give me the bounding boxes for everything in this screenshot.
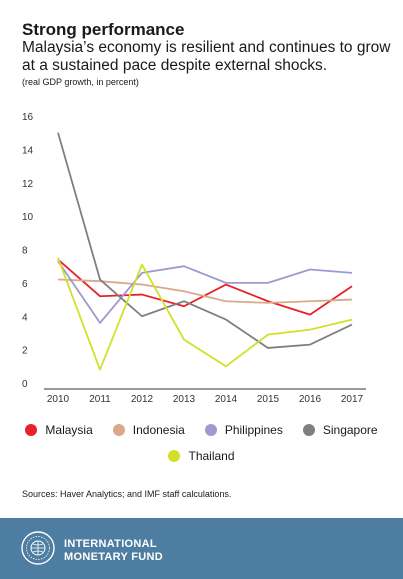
y-tick-label: 6	[22, 279, 28, 290]
series-line-thailand	[57, 257, 353, 371]
wordmark-line-1: INTERNATIONAL	[64, 538, 157, 550]
legend-swatch	[302, 424, 315, 436]
legend-swatch	[25, 424, 38, 436]
series-line-philippines	[57, 260, 353, 324]
line-chart: 0 2 4 6 8 10 12 14 16 2010 2011 2012 2013 2014 2015 201…	[22, 112, 366, 405]
y-tick-label: 14	[22, 145, 34, 156]
legend: Malaysia Indonesia Philippines Singapore Th…	[0, 420, 403, 472]
legend-label: Indonesia	[132, 423, 185, 437]
y-tick-label: 0	[22, 379, 28, 390]
y-tick-label: 2	[22, 346, 28, 357]
imf-wordmark: INTERNATIONAL MONETARY FUND	[64, 538, 163, 564]
x-tick-label: 2015	[257, 394, 280, 405]
legend-row: Malaysia Indonesia Philippines Singapore	[0, 420, 403, 440]
series-line-indonesia	[57, 278, 353, 304]
x-tick-label: 2016	[299, 394, 322, 405]
series-line-malaysia	[57, 258, 353, 316]
y-tick-label: 4	[22, 312, 28, 323]
legend-swatch	[168, 450, 181, 462]
x-tick-label: 2010	[47, 394, 70, 405]
series-line-singapore	[57, 132, 353, 349]
legend-label: Malaysia	[45, 423, 93, 437]
legend-item-indonesia: Indonesia	[112, 423, 185, 437]
source-note: Sources: Haver Analytics; and IMF staff …	[22, 489, 232, 499]
legend-item-malaysia: Malaysia	[25, 423, 93, 437]
y-tick-label: 12	[22, 179, 34, 190]
x-tick-label: 2014	[215, 394, 238, 405]
y-tick-label: 10	[22, 212, 34, 223]
legend-item-singapore: Singapore	[302, 423, 378, 437]
y-tick-label: 8	[22, 246, 28, 257]
x-tick-label: 2011	[89, 394, 111, 405]
x-tick-label: 2012	[131, 394, 154, 405]
legend-item-thailand: Thailand	[168, 449, 235, 463]
x-tick-label: 2017	[341, 394, 364, 405]
legend-label: Thailand	[188, 449, 235, 463]
legend-swatch	[204, 424, 217, 436]
chart-title: Strong performance	[22, 20, 185, 39]
x-tick-label: 2013	[173, 394, 196, 405]
imf-seal-logo	[21, 531, 55, 565]
footer-banner: INTERNATIONAL MONETARY FUND	[0, 518, 403, 579]
legend-label: Singapore	[322, 423, 378, 437]
wordmark-line-2: MONETARY FUND	[64, 551, 164, 563]
y-tick-label: 16	[22, 112, 34, 123]
chart-subtitle: Malaysia’s economy is resilient and cont…	[22, 39, 391, 74]
unit-note: (real GDP growth, in percent)	[22, 77, 139, 87]
legend-item-philippines: Philippines	[204, 423, 283, 437]
legend-row: Thailand	[0, 446, 403, 466]
legend-swatch	[112, 424, 125, 436]
legend-label: Philippines	[224, 423, 283, 437]
